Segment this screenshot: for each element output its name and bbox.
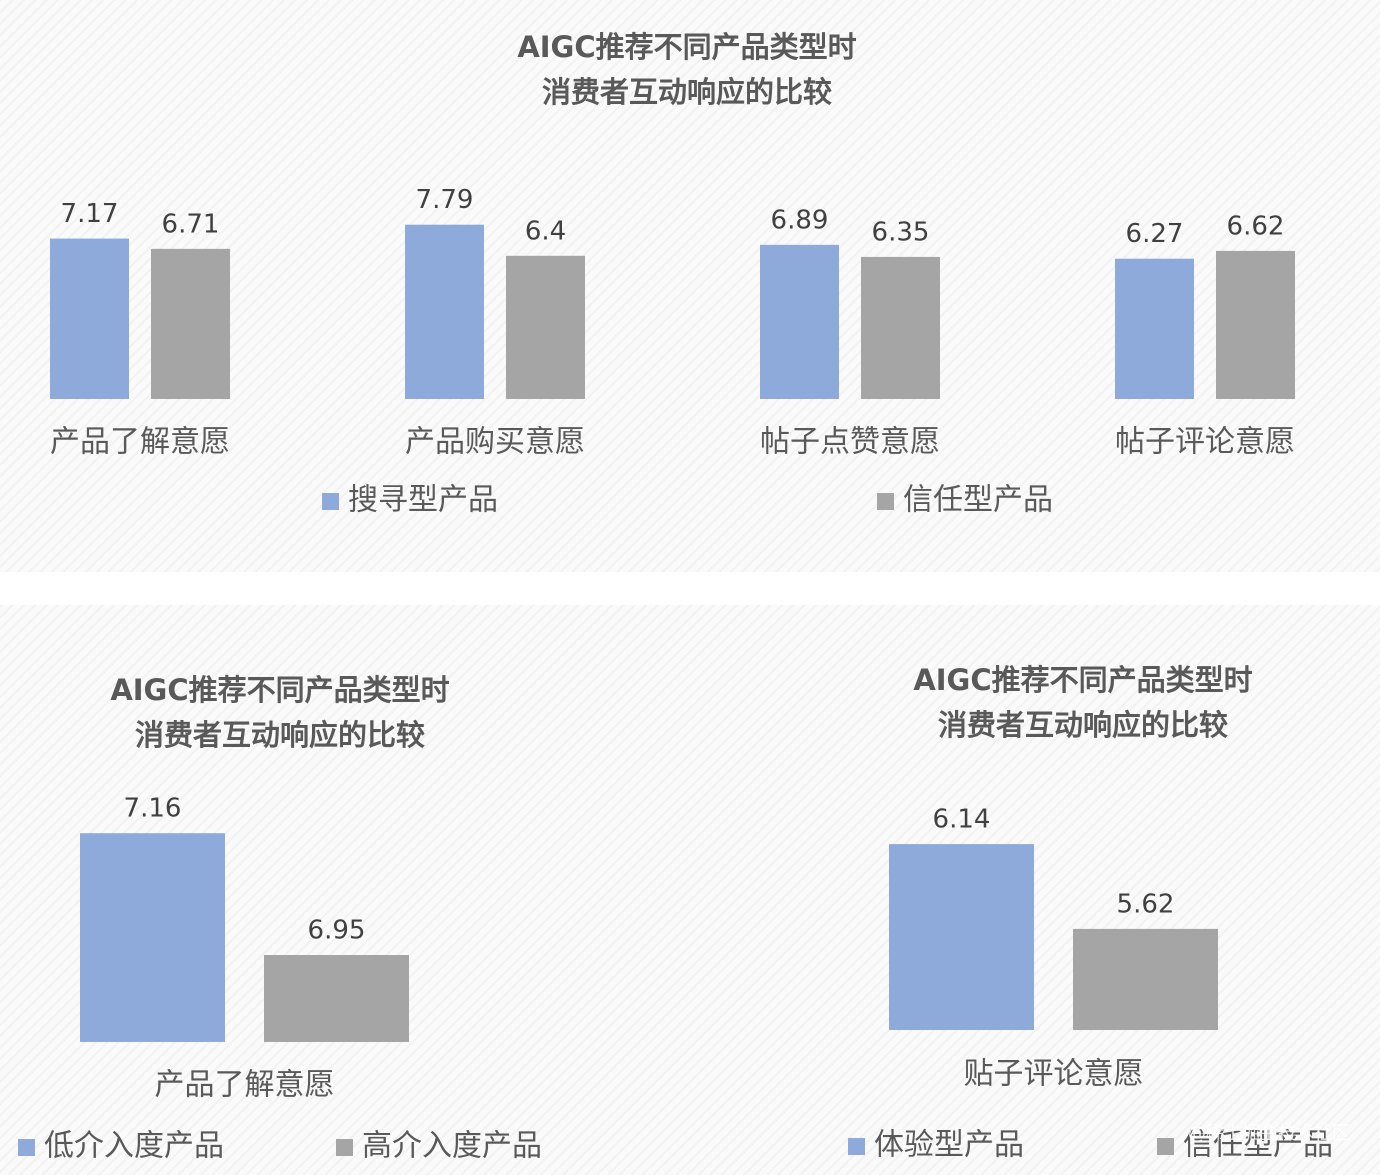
legend-swatch bbox=[1157, 1138, 1174, 1155]
bar bbox=[861, 256, 940, 399]
legend-swatch bbox=[848, 1138, 865, 1155]
legend-swatch bbox=[336, 1139, 353, 1156]
bar bbox=[405, 224, 484, 399]
chart-title: AIGC推荐不同产品类型时 消费者互动响应的比较 bbox=[110, 673, 450, 752]
value-label: 7.79 bbox=[416, 185, 474, 215]
x-tick-label: 帖子点赞意愿 bbox=[760, 425, 940, 460]
value-label: 6.62 bbox=[1227, 211, 1285, 241]
bar bbox=[1115, 258, 1194, 399]
bar bbox=[264, 955, 409, 1042]
panel bbox=[0, 605, 1380, 1175]
value-label: 6.14 bbox=[933, 805, 991, 835]
bar bbox=[80, 833, 225, 1042]
value-label: 6.4 bbox=[525, 216, 566, 246]
chart-title: AIGC推荐不同产品类型时 消费者互动响应的比较 bbox=[913, 663, 1253, 742]
x-tick-label: 产品了解意愿 bbox=[50, 425, 230, 460]
legend-label: 体验型产品 bbox=[874, 1128, 1024, 1163]
legend-label: 高介入度产品 bbox=[362, 1129, 542, 1164]
chart-title: AIGC推荐不同产品类型时 消费者互动响应的比较 bbox=[517, 30, 857, 109]
value-label: 6.27 bbox=[1126, 219, 1184, 249]
legend-label: 搜寻型产品 bbox=[348, 483, 498, 518]
bar bbox=[1073, 928, 1218, 1030]
x-tick-label: 产品购买意愿 bbox=[405, 425, 585, 460]
legend-swatch bbox=[877, 493, 894, 510]
bar bbox=[506, 255, 585, 399]
value-label: 6.89 bbox=[771, 205, 829, 235]
value-label: 7.16 bbox=[124, 794, 182, 824]
value-label: 5.62 bbox=[1117, 889, 1175, 919]
bar bbox=[889, 844, 1034, 1030]
x-tick-label: 贴子评论意愿 bbox=[964, 1057, 1144, 1092]
bar bbox=[760, 244, 839, 399]
watermark: @稀土掘金技术社区 bbox=[1188, 1123, 1350, 1144]
value-label: 6.95 bbox=[308, 916, 366, 946]
legend-label: 信任型产品 bbox=[1183, 1128, 1333, 1163]
bar bbox=[151, 248, 230, 399]
value-label: 7.17 bbox=[61, 199, 119, 229]
value-label: 6.71 bbox=[162, 209, 220, 239]
x-tick-label: 产品了解意愿 bbox=[155, 1068, 335, 1103]
bar bbox=[50, 238, 129, 399]
bar bbox=[1216, 250, 1295, 399]
legend-label: 低介入度产品 bbox=[44, 1129, 224, 1164]
value-label: 6.35 bbox=[872, 217, 930, 247]
x-tick-label: 帖子评论意愿 bbox=[1115, 425, 1295, 460]
legend-swatch bbox=[18, 1139, 35, 1156]
legend-swatch bbox=[322, 493, 339, 510]
legend-label: 信任型产品 bbox=[903, 483, 1053, 518]
